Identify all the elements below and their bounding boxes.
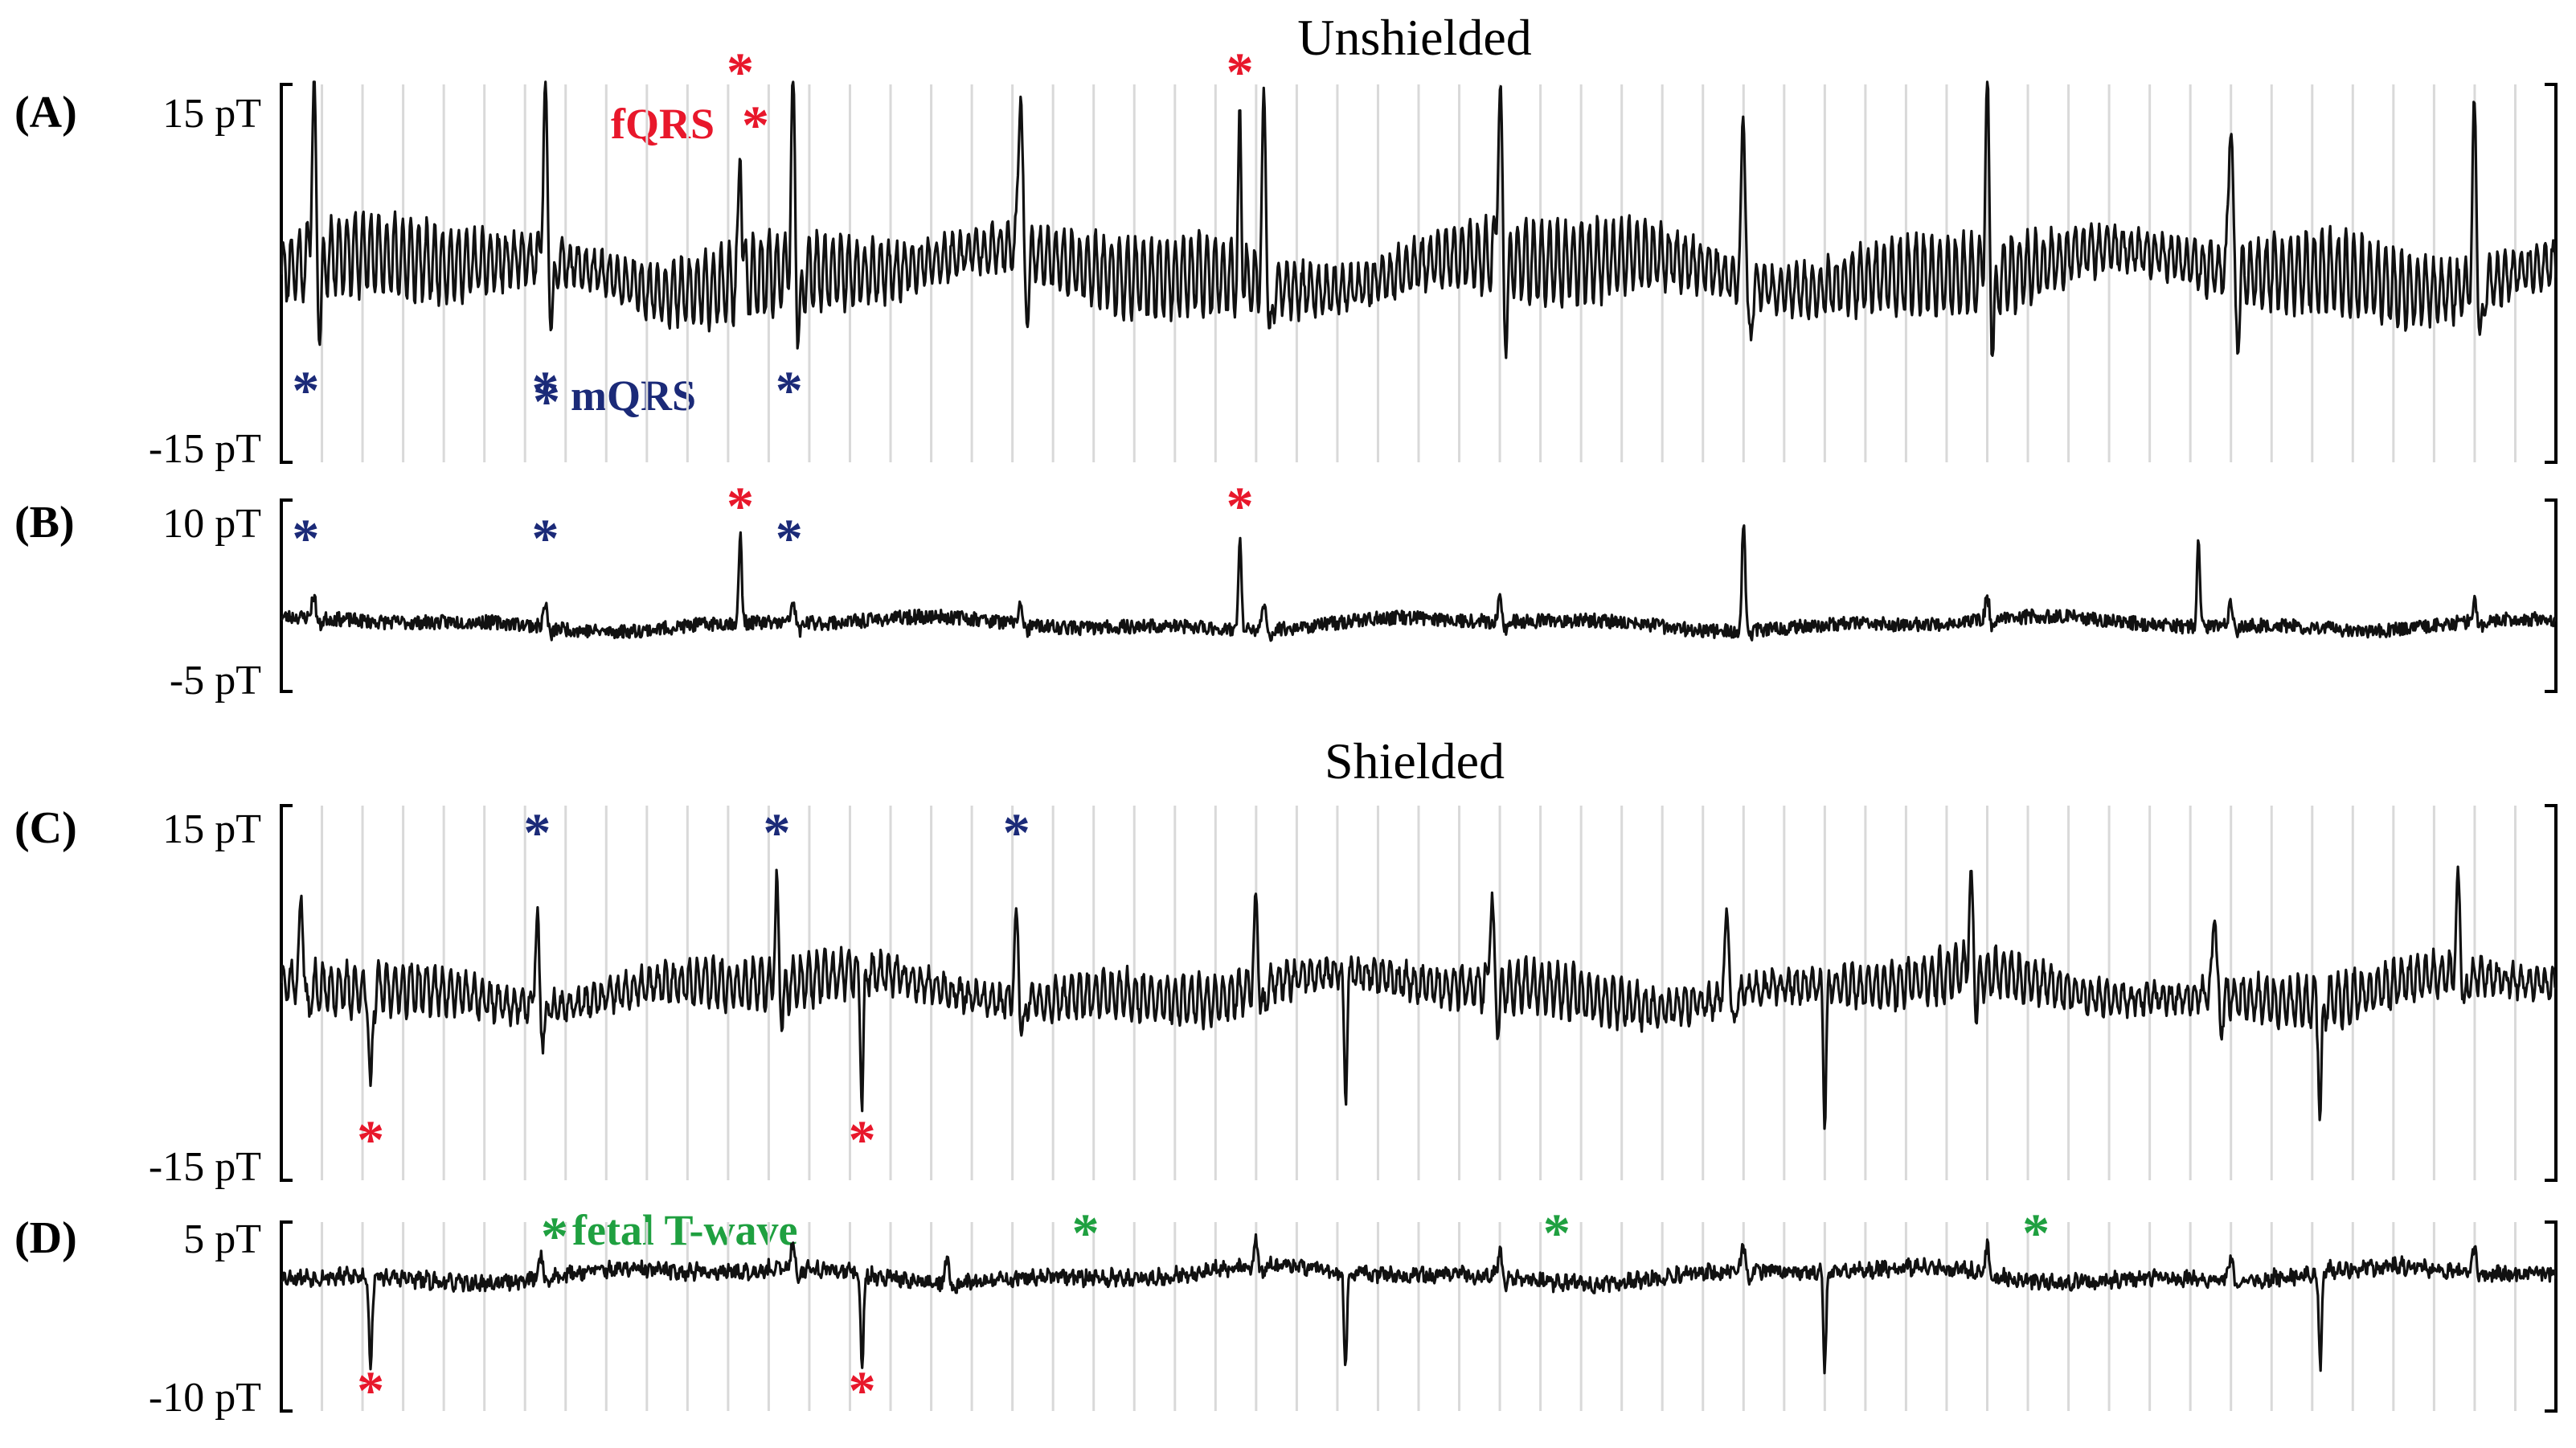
signal-trace (281, 1233, 2558, 1375)
title-unshielded: Unshielded (1297, 9, 1532, 66)
title-shielded: Shielded (1325, 732, 1505, 790)
fqrs-star-marker: * (357, 1109, 384, 1170)
mqrs-star-marker: * (1003, 802, 1030, 863)
annotation-mqrs: mQRS (571, 371, 696, 420)
ytick-c-bottom: -15 pT (149, 1144, 261, 1190)
fqrs-star-marker: * (1227, 475, 1254, 536)
fqrs-label-star: * (742, 94, 769, 155)
mqrs-star-marker: * (764, 802, 791, 863)
y-axis-right (2545, 804, 2558, 1182)
mqrs-label-star: * (533, 371, 560, 432)
twave-star-marker: * (2022, 1202, 2050, 1263)
mqrs-star-marker: * (776, 359, 803, 420)
annotation-fetal-t-wave: fetal T-wave (572, 1206, 797, 1254)
ytick-b-top: 10 pT (162, 501, 261, 547)
signal-trace (280, 865, 2558, 1130)
twave-label-star: * (541, 1205, 568, 1266)
fqrs-star-marker: * (357, 1360, 384, 1421)
panel-label-b: (B) (14, 498, 75, 548)
y-axis-left (280, 498, 293, 693)
y-axis-left (280, 804, 293, 1182)
y-axis-left (280, 1220, 293, 1413)
y-axis-right (2545, 498, 2558, 693)
mqrs-star-marker: * (531, 359, 559, 420)
signal-trace (280, 524, 2558, 642)
ytick-a-top: 15 pT (162, 91, 261, 137)
mqrs-star-marker: * (292, 507, 319, 568)
panel-label-d: (D) (14, 1213, 77, 1263)
twave-star-marker: * (1072, 1202, 1100, 1263)
fqrs-star-marker: * (849, 1360, 876, 1421)
panel-label-c: (C) (14, 803, 77, 853)
fqrs-star-marker: * (727, 475, 754, 536)
signal-trace (280, 80, 2558, 359)
ytick-d-bottom: -10 pT (149, 1375, 261, 1421)
panel-label-a: (A) (14, 88, 77, 137)
fqrs-star-marker: * (849, 1109, 876, 1170)
annotation-fqrs: fQRS (611, 100, 715, 148)
mqrs-star-marker: * (523, 802, 551, 863)
ytick-c-top: 15 pT (162, 806, 261, 852)
ytick-b-bottom: -5 pT (170, 658, 261, 703)
twave-star-marker: * (1543, 1202, 1571, 1263)
ytick-d-top: 5 pT (183, 1216, 261, 1262)
mqrs-star-marker: * (292, 359, 319, 420)
mqrs-star-marker: * (776, 507, 803, 568)
mqrs-star-marker: * (531, 507, 559, 568)
y-axis-right (2545, 1220, 2558, 1413)
fqrs-star-marker: * (1227, 41, 1254, 102)
fqrs-star-marker: * (727, 41, 754, 102)
ytick-a-bottom: -15 pT (149, 426, 261, 472)
